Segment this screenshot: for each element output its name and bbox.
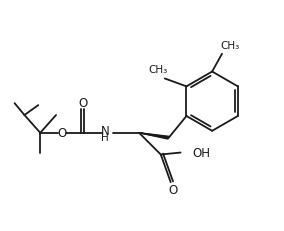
- Text: H: H: [101, 132, 109, 142]
- Text: OH: OH: [192, 146, 210, 159]
- Text: O: O: [168, 183, 177, 196]
- Text: CH₃: CH₃: [148, 65, 168, 75]
- Text: O: O: [78, 96, 87, 109]
- Text: CH₃: CH₃: [220, 41, 240, 51]
- Text: N: N: [101, 125, 109, 138]
- Text: O: O: [57, 127, 67, 140]
